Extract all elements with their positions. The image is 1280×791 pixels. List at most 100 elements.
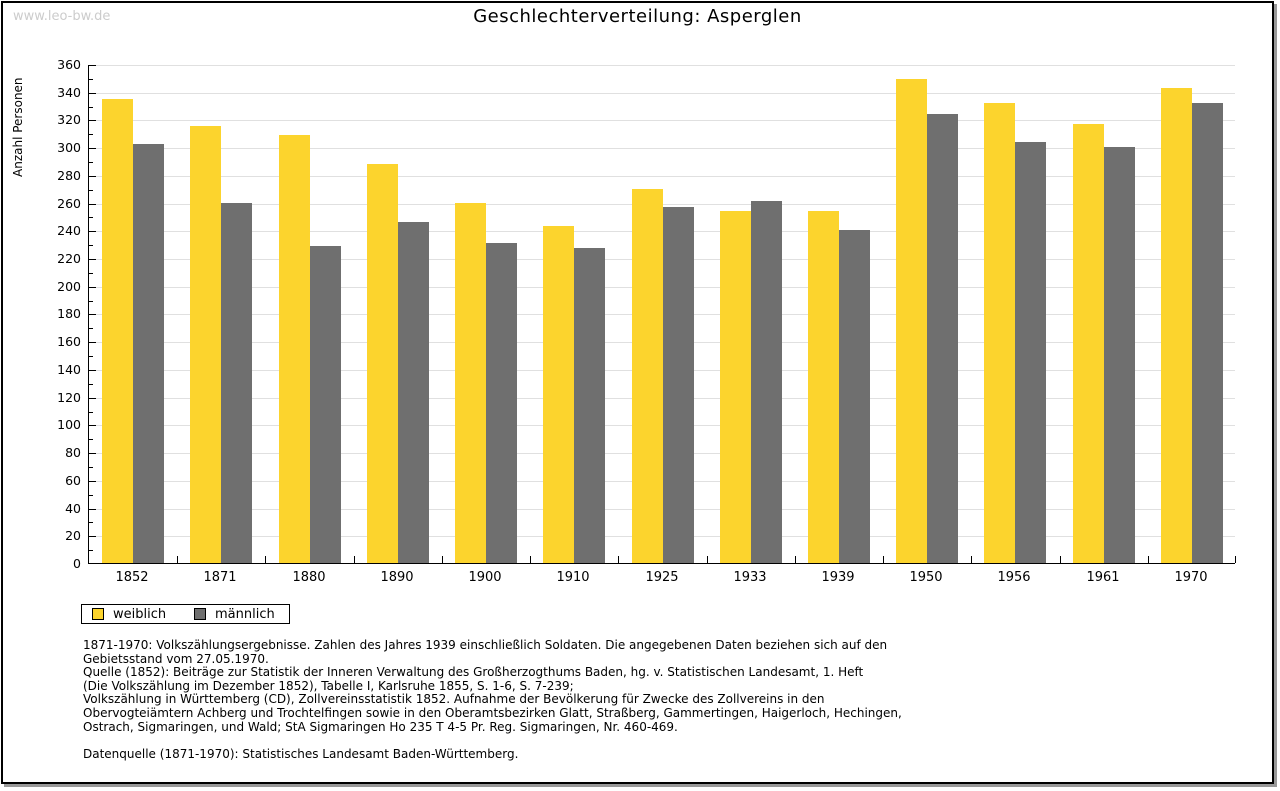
y-tick-minor bbox=[89, 384, 93, 385]
footnote-line: Datenquelle (1871-1970): Statistisches L… bbox=[83, 746, 519, 761]
y-axis-title: Anzahl Personen bbox=[11, 77, 25, 177]
y-tick-minor bbox=[89, 301, 93, 302]
x-tick-label: 1852 bbox=[115, 570, 149, 585]
y-tick-major bbox=[89, 425, 96, 426]
y-tick-label: 240 bbox=[57, 223, 81, 238]
y-tick-label: 340 bbox=[57, 85, 81, 100]
x-tick-label: 1890 bbox=[380, 570, 414, 585]
y-tick-minor bbox=[89, 217, 93, 218]
bar-weiblich-1852 bbox=[102, 99, 133, 563]
y-gridline bbox=[89, 93, 1235, 94]
y-tick-label: 120 bbox=[57, 390, 81, 405]
y-tick-label: 200 bbox=[57, 279, 81, 294]
plot-area bbox=[88, 65, 1236, 564]
legend-item-maennlich: männlich bbox=[194, 607, 275, 622]
bar-männlich-1880 bbox=[310, 246, 341, 563]
bar-weiblich-1925 bbox=[632, 189, 663, 563]
y-tick-major bbox=[89, 287, 96, 288]
bar-weiblich-1890 bbox=[367, 164, 398, 563]
x-tick bbox=[1060, 556, 1061, 563]
y-tick-minor bbox=[89, 79, 93, 80]
maennlich-swatch-icon bbox=[194, 608, 206, 620]
y-gridline bbox=[89, 148, 1235, 149]
bar-männlich-1900 bbox=[486, 243, 517, 563]
y-tick-label: 60 bbox=[65, 473, 81, 488]
bar-männlich-1925 bbox=[663, 207, 694, 563]
bar-weiblich-1961 bbox=[1073, 124, 1104, 563]
y-tick-label: 20 bbox=[65, 528, 81, 543]
y-tick-label: 280 bbox=[57, 168, 81, 183]
y-tick-minor bbox=[89, 134, 93, 135]
y-tick-minor bbox=[89, 412, 93, 413]
bar-weiblich-1880 bbox=[279, 135, 310, 563]
y-tick-label: 300 bbox=[57, 140, 81, 155]
y-tick-major bbox=[89, 120, 96, 121]
bar-männlich-1933 bbox=[751, 201, 782, 563]
x-tick-label: 1900 bbox=[468, 570, 502, 585]
bar-weiblich-1956 bbox=[984, 103, 1015, 563]
y-gridline bbox=[89, 120, 1235, 121]
y-tick-minor bbox=[89, 467, 93, 468]
x-tick-label: 1961 bbox=[1086, 570, 1120, 585]
bar-weiblich-1871 bbox=[190, 126, 221, 563]
y-tick-major bbox=[89, 259, 96, 260]
y-tick-minor bbox=[89, 356, 93, 357]
y-tick-major bbox=[89, 176, 96, 177]
y-tick-label: 40 bbox=[65, 501, 81, 516]
legend: weiblich männlich bbox=[81, 604, 290, 624]
y-tick-minor bbox=[89, 107, 93, 108]
footnote-line: Volkszählung in Württemberg (CD), Zollve… bbox=[83, 692, 825, 707]
legend-item-weiblich: weiblich bbox=[92, 607, 194, 622]
y-tick-major bbox=[89, 398, 96, 399]
y-tick-label: 100 bbox=[57, 417, 81, 432]
y-tick-label: 320 bbox=[57, 112, 81, 127]
x-tick-label: 1871 bbox=[203, 570, 237, 585]
y-tick-minor bbox=[89, 522, 93, 523]
y-tick-minor bbox=[89, 550, 93, 551]
y-tick-label: 80 bbox=[65, 445, 81, 460]
legend-label-maennlich: männlich bbox=[215, 606, 275, 622]
y-tick-major bbox=[89, 509, 96, 510]
y-tick-minor bbox=[89, 439, 93, 440]
y-tick-major bbox=[89, 481, 96, 482]
bar-männlich-1910 bbox=[574, 248, 605, 563]
bar-weiblich-1900 bbox=[455, 203, 486, 563]
footnote-line: Quelle (1852): Beiträge zur Statistik de… bbox=[83, 665, 864, 680]
bar-weiblich-1950 bbox=[896, 79, 927, 563]
x-tick bbox=[530, 556, 531, 563]
y-tick-label: 220 bbox=[57, 251, 81, 266]
x-tick bbox=[265, 556, 266, 563]
y-tick-major bbox=[89, 204, 96, 205]
y-gridline bbox=[89, 65, 1235, 66]
y-tick-major bbox=[89, 314, 96, 315]
footnotes: 1871-1970: Volkszählungsergebnisse. Zahl… bbox=[83, 638, 902, 761]
bar-weiblich-1939 bbox=[808, 211, 839, 563]
y-tick-major bbox=[89, 231, 96, 232]
bar-männlich-1961 bbox=[1104, 147, 1135, 563]
watermark: www.leo-bw.de bbox=[13, 9, 111, 24]
y-tick-minor bbox=[89, 190, 93, 191]
bar-männlich-1950 bbox=[927, 114, 958, 563]
chart-title: Geschlechterverteilung: Asperglen bbox=[473, 6, 802, 27]
y-tick-label: 180 bbox=[57, 306, 81, 321]
bar-weiblich-1970 bbox=[1161, 88, 1192, 563]
x-tick-label: 1925 bbox=[645, 570, 679, 585]
y-tick-minor bbox=[89, 245, 93, 246]
y-tick-label: 260 bbox=[57, 196, 81, 211]
x-tick bbox=[1148, 556, 1149, 563]
footnote-line: Obervogteiämtern Achberg und Trochtelfin… bbox=[83, 705, 902, 720]
footnote-line bbox=[83, 734, 902, 748]
bar-männlich-1871 bbox=[221, 203, 252, 563]
footnote-line: 1871-1970: Volkszählungsergebnisse. Zahl… bbox=[83, 638, 888, 652]
y-tick-label: 140 bbox=[57, 362, 81, 377]
x-tick bbox=[1235, 556, 1236, 563]
footnote-line: (Die Volkszählung im Dezember 1852), Tab… bbox=[83, 678, 574, 693]
bar-männlich-1970 bbox=[1192, 103, 1223, 563]
x-tick-label: 1956 bbox=[997, 570, 1031, 585]
y-tick-minor bbox=[89, 495, 93, 496]
y-gridline bbox=[89, 176, 1235, 177]
bar-männlich-1890 bbox=[398, 222, 429, 563]
x-tick-label: 1939 bbox=[821, 570, 855, 585]
y-tick-major bbox=[89, 93, 96, 94]
